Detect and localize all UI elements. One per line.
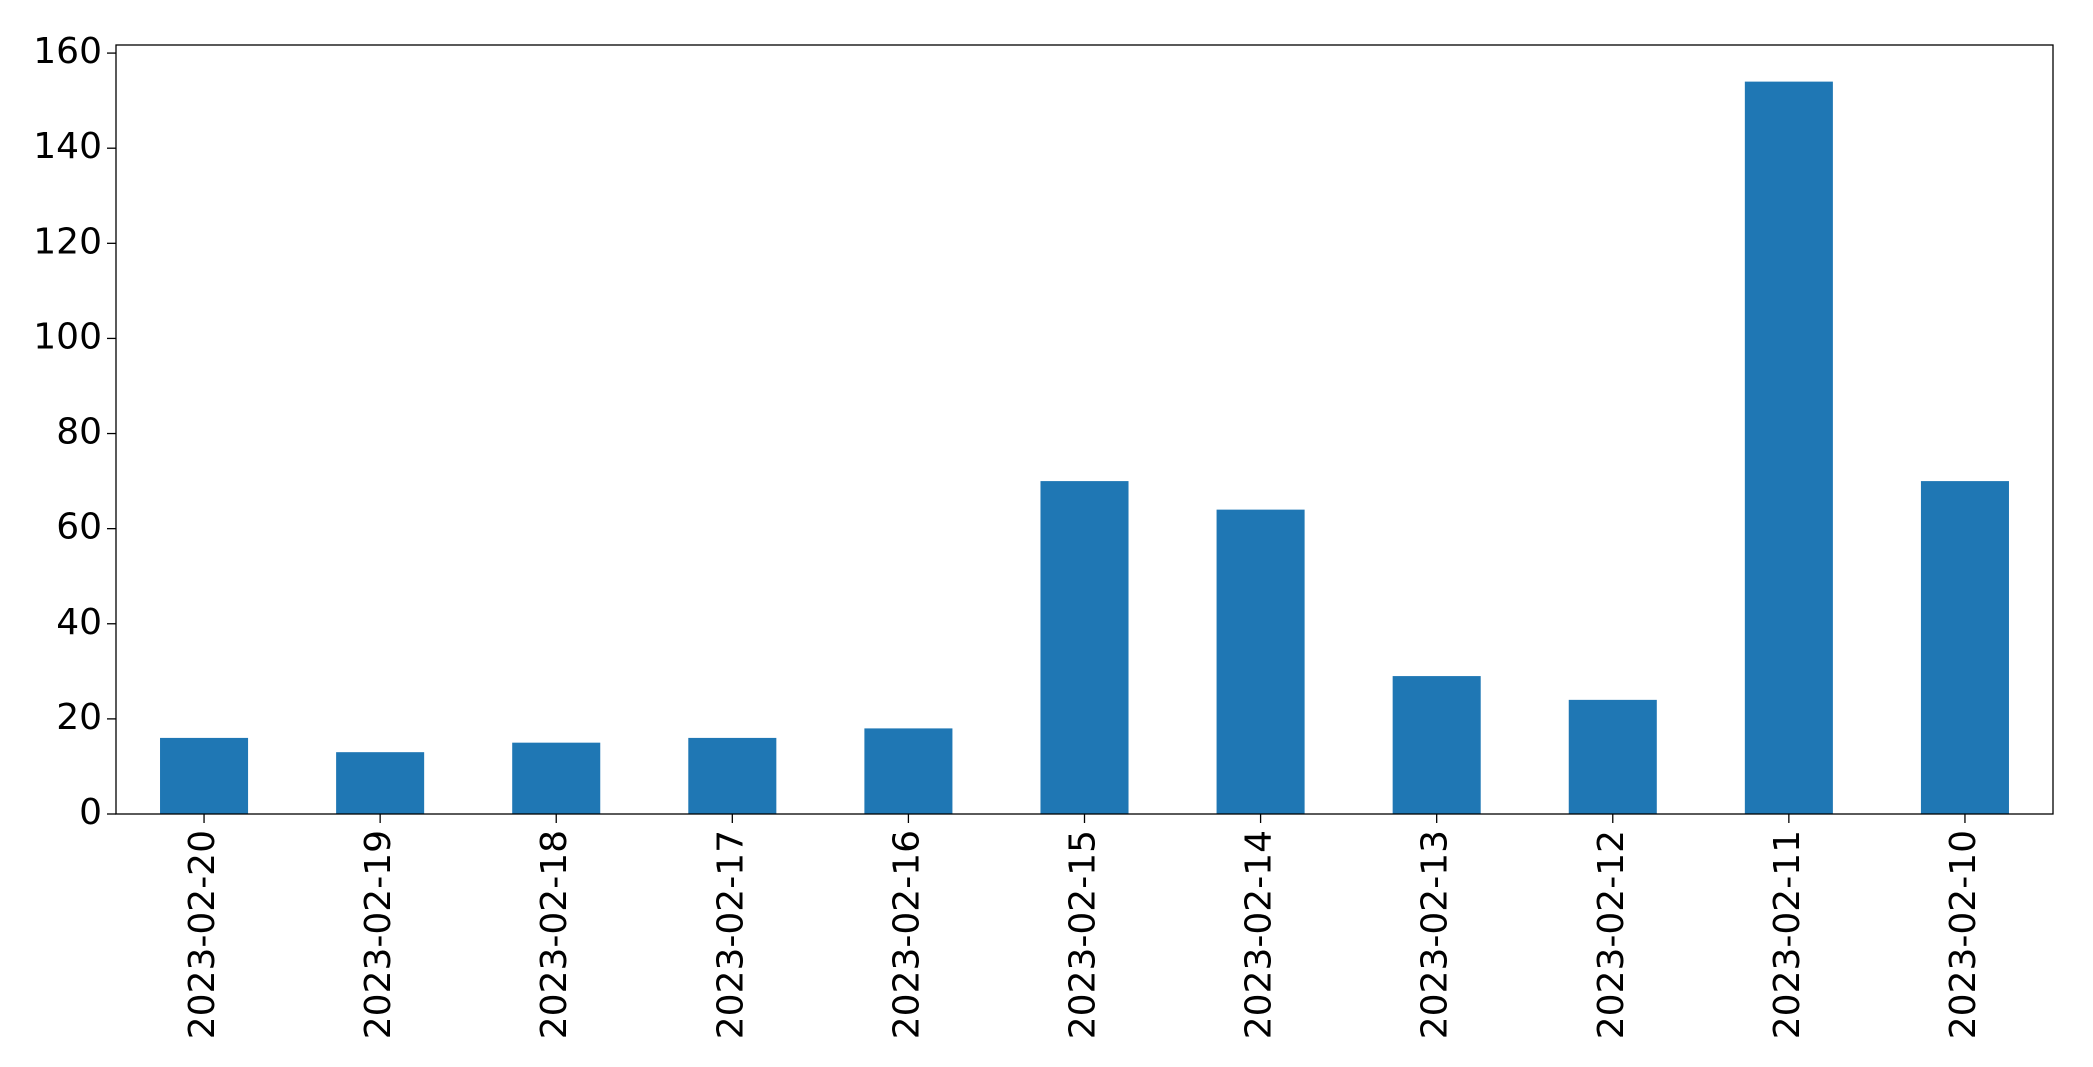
- x-tick-label: 2023-02-17: [710, 830, 751, 1039]
- y-tick-label: 160: [33, 31, 102, 72]
- y-tick-label: 20: [56, 697, 102, 738]
- bar: [160, 737, 249, 814]
- y-tick-label: 0: [79, 792, 102, 833]
- x-tick-label: 2023-02-15: [1063, 830, 1104, 1039]
- bar: [1392, 676, 1481, 814]
- bar: [512, 742, 601, 814]
- x-tick-label: 2023-02-18: [534, 830, 575, 1039]
- y-tick-label: 40: [56, 602, 102, 643]
- bar: [1216, 509, 1305, 814]
- y-tick-label: 120: [33, 221, 102, 262]
- x-tick-label: 2023-02-13: [1415, 830, 1456, 1039]
- bar: [1040, 481, 1129, 814]
- bar: [336, 752, 425, 814]
- bar: [1568, 699, 1657, 814]
- bar: [1920, 481, 2009, 814]
- bar: [1744, 81, 1833, 815]
- x-tick-label: 2023-02-11: [1767, 830, 1808, 1039]
- x-tick-label: 2023-02-10: [1943, 830, 1984, 1039]
- plot-frame: [115, 44, 2054, 815]
- x-tick-label: 2023-02-20: [182, 830, 223, 1039]
- x-tick-label: 2023-02-12: [1591, 830, 1632, 1039]
- x-tick-label: 2023-02-19: [358, 830, 399, 1039]
- y-tick-label: 100: [33, 316, 102, 357]
- y-tick-label: 140: [33, 126, 102, 167]
- x-tick-label: 2023-02-14: [1239, 830, 1280, 1039]
- x-tick-label: 2023-02-16: [886, 830, 927, 1039]
- bar: [864, 728, 953, 814]
- y-tick-label: 80: [56, 412, 102, 453]
- bar: [688, 737, 777, 814]
- y-tick-label: 60: [56, 507, 102, 548]
